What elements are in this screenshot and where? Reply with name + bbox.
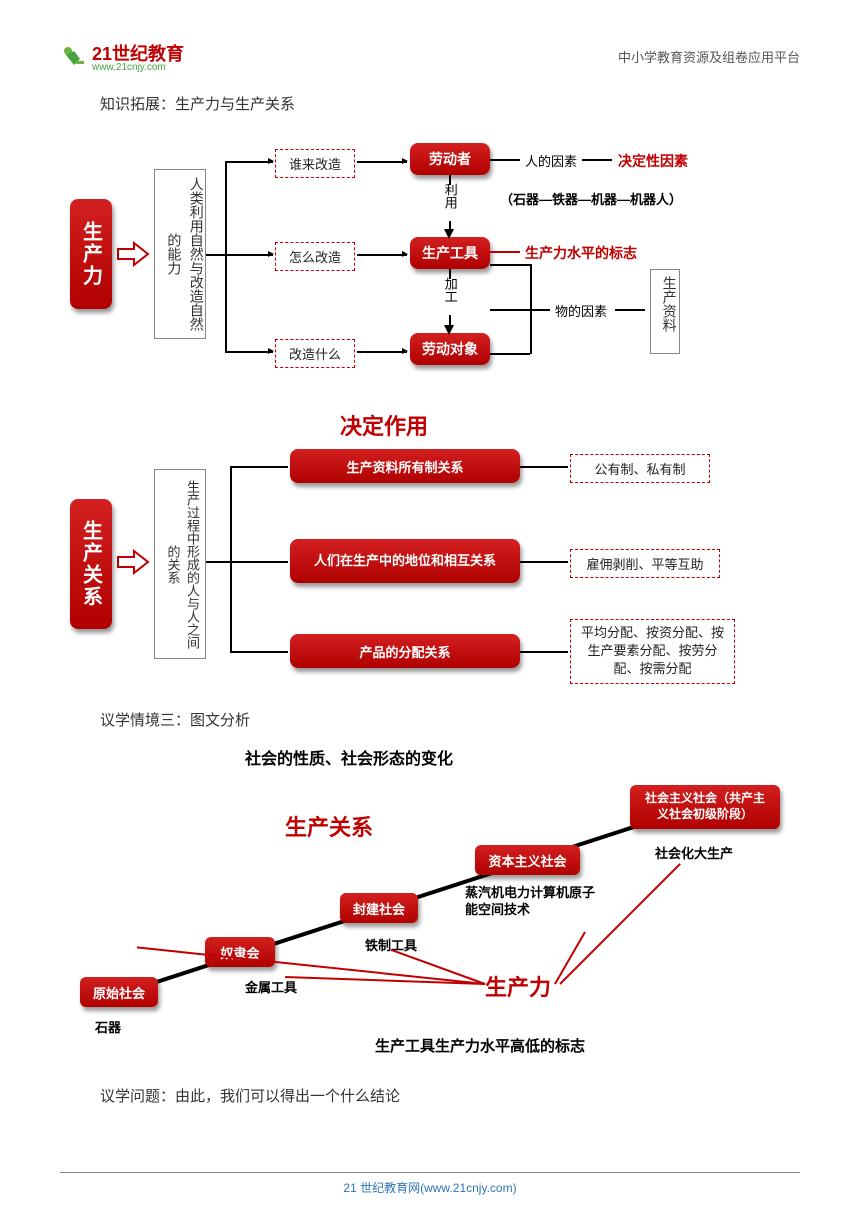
d1-root: 生产力 — [77, 221, 106, 287]
d3-s4t: 蒸汽机电力计算机原子能空间技术 — [465, 885, 595, 919]
d1-e12: 利用 — [442, 183, 458, 209]
d2-toplabel: 决定作用 — [340, 409, 428, 441]
page-header: 21世纪教育 www.21cnjy.com 中小学教育资源及组卷应用平台 — [60, 40, 800, 73]
diagram-social-stages: 社会的性质、社会形态的变化 原始社会 石器 奴隶会 金属工具 封建社会 铁制工具… — [75, 745, 785, 1065]
header-subtitle: 中小学教育资源及组卷应用平台 — [618, 47, 800, 66]
d2-r2: 雇佣剥削、平等互助 — [570, 549, 720, 578]
d3-s3: 封建社会 — [340, 893, 418, 923]
d1-q2: 怎么改造 — [275, 242, 355, 271]
d1-a3: 劳动对象 — [410, 333, 490, 365]
d2-r1: 公有制、私有制 — [570, 454, 710, 483]
d2-def: 生产过程中形成的人与人之间的关系 — [163, 476, 202, 652]
d3-top: 社会的性质、社会形态的变化 — [245, 745, 453, 769]
d2-b2: 人们在生产中的地位和相互关系 — [290, 539, 520, 583]
arrow-icon — [116, 549, 150, 575]
d3-s4: 资本主义社会 — [475, 845, 580, 875]
d1-q3: 改造什么 — [275, 339, 355, 368]
logo: 21世纪教育 www.21cnjy.com — [60, 40, 184, 73]
d3-s2: 奴隶会 — [205, 937, 275, 967]
section-title-1: 知识拓展：生产力与生产关系 — [100, 93, 800, 114]
arrow-icon — [116, 241, 150, 267]
logo-text: 21世纪教育 — [92, 44, 184, 64]
d1-r3a: 物的因素 — [555, 301, 607, 320]
d1-r3b: 生产资料 — [659, 276, 679, 332]
d1-r2: 生产力水平的标志 — [525, 243, 637, 263]
d3-bottom: 生产工具生产力水平高低的标志 — [375, 1035, 585, 1056]
d3-s2t: 金属工具 — [245, 977, 297, 996]
section-title-2: 议学情境三：图文分析 — [100, 709, 800, 730]
d3-s5t: 社会化大生产 — [655, 843, 733, 862]
d1-r1a: 人的因素 — [525, 151, 577, 170]
d2-r3: 平均分配、按资分配、按生产要素分配、按劳分配、按需分配 — [570, 619, 735, 684]
d1-e23: 加工 — [442, 277, 458, 303]
d1-a1: 劳动者 — [410, 143, 490, 175]
d1-q1: 谁来改造 — [275, 149, 355, 178]
d3-rel: 生产关系 — [285, 810, 373, 842]
d2-b1: 生产资料所有制关系 — [290, 449, 520, 483]
diagram-productive-forces: 生产力 人类利用自然与改造自然的能力 谁来改造 怎么改造 改造什么 劳动者 生产… — [70, 129, 790, 379]
d1-r1mid: （石器—铁器—机器—机器人） — [500, 189, 682, 208]
logo-icon — [60, 43, 88, 71]
d3-s1t: 石器 — [95, 1017, 121, 1036]
section-title-3: 议学问题：由此，我们可以得出一个什么结论 — [100, 1085, 800, 1106]
d3-force: 生产力 — [485, 970, 551, 1002]
d1-def: 人类利用自然与改造自然的能力 — [163, 176, 208, 332]
d1-r1b: 决定性因素 — [618, 151, 688, 171]
d3-s5: 社会主义社会（共产主义社会初级阶段） — [630, 785, 780, 829]
d1-a2: 生产工具 — [410, 237, 490, 269]
diagram-relations-of-production: 决定作用 生产关系 生产过程中形成的人与人之间的关系 生产资料所有制关系 人们在… — [70, 409, 790, 699]
page-footer: 21 世纪教育网(www.21cnjy.com) — [0, 1172, 860, 1196]
d2-root: 生产关系 — [77, 520, 106, 608]
d3-s1: 原始社会 — [80, 977, 158, 1007]
d2-b3: 产品的分配关系 — [290, 634, 520, 668]
footer-text: 21 世纪教育网(www.21cnjy.com) — [343, 1181, 516, 1195]
